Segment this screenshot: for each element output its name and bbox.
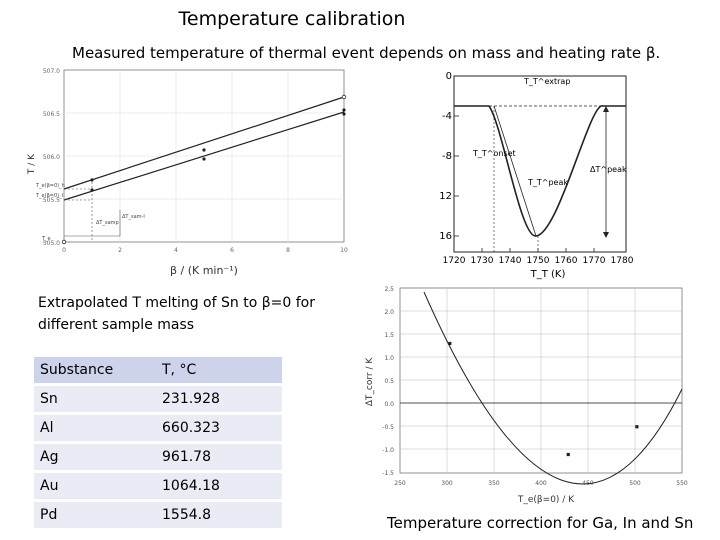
fig3-data-point [448,341,452,346]
extrapolated-text: Extrapolated T melting of Sn to β=0 for … [38,295,315,333]
fig3-y-tick-9: -1.5 [382,470,394,477]
fig1-y-label: T / K [27,153,37,175]
table-cell-temperature: 961.78 [156,444,282,470]
fig1-point [202,148,206,152]
fig1-x-tick-3: 4 [174,247,178,254]
fig3-data-point [635,425,639,429]
fig3-y-tick-7: -0.5 [382,424,394,431]
table-cell-temperature: 1064.18 [156,473,282,499]
table-header-substance: Substance [34,357,156,383]
fig3-y-tick-4: 1.0 [384,355,394,362]
fig1-y-tick-3: 506.0 [43,154,60,161]
fig1-x-tick-5: 8 [286,247,290,254]
fig1-open-point [341,94,347,100]
fig2-tangent-line [493,105,537,237]
table-cell-substance: Al [34,415,156,441]
fig2-label-onset: T_T^onset [472,149,516,158]
fig3-x-tick-6: 500 [629,480,641,487]
fig3-x-tick-3: 350 [488,480,500,487]
table-row: Au 1064.18 [34,473,282,499]
fig2-label-extrap: T_T^extrap [523,77,570,86]
figure-dsc-peak: 0 -4 -8 -12 -16 1720 1730 1740 1750 1760… [440,64,640,284]
fig2-y-tick-1: 0 [446,71,452,82]
fig2-x-tick-6: 1770 [583,256,606,266]
fig1-x-tick-2: 2 [118,247,122,254]
fig2-label-dt-peak: ΔT^peak [590,165,627,174]
fig2-x-tick-3: 1740 [499,256,522,266]
fig1-line-lower [63,111,345,201]
fig3-y-tick-2: 2.0 [384,309,394,316]
fig2-peak-curve [454,105,626,237]
fig2-x-tick-2: 1730 [471,256,494,266]
fig1-point [90,188,94,192]
fig3-y-label: ΔT_corr / K [365,357,375,407]
fig3-y-tick-3: 1.5 [384,332,394,339]
fig1-y-tick-1: 507.0 [43,68,60,75]
fig1-x-label: β / (K min⁻¹) [170,264,238,277]
fig1-point [342,108,346,112]
figure-temperature-correction: 2.5 2.0 1.5 1.0 0.5 0.0 -0.5 -1.0 -1.5 2… [352,282,692,510]
table-row: Ag 961.78 [34,444,282,470]
fig2-x-tick-4: 1750 [527,256,550,266]
fig1-point [90,178,94,182]
fig1-y-tick-2: 506.5 [43,111,60,118]
fig3-x-label: T_e(β=0) / K [517,495,575,505]
table-cell-substance: Au [34,473,156,499]
fig3-x-tick-2: 300 [441,480,453,487]
fig2-x-tick-7: 1780 [611,256,634,266]
fig3-x-tick-4: 400 [535,480,547,487]
fig2-label-peak: T_T^peak [527,178,568,187]
table-cell-substance: Sn [34,386,156,412]
figure-temperature-vs-heating-rate: 507.0 506.5 506.0 505.5 505.0 0 2 4 6 8 … [20,64,360,284]
fig3-y-tick-5: 0.5 [384,378,394,385]
table-row: Pd 1554.8 [34,502,282,528]
fig1-point [202,157,206,161]
fig1-x-tick-6: 10 [340,247,348,254]
fig1-line-upper [63,96,345,190]
fig2-y-tick-4: -12 [440,191,452,202]
slide-subtitle: Measured temperature of thermal event de… [72,44,661,62]
table-cell-temperature: 231.928 [156,386,282,412]
fig3-x-tick-7: 550 [676,480,688,487]
table-header-row: Substance T, °C [34,357,282,383]
fig2-y-tick-5: -16 [440,231,452,242]
table-cell-substance: Ag [34,444,156,470]
figure-caption: Temperature correction for Ga, In and Sn [387,514,694,532]
fig2-x-tick-1: 1720 [443,256,466,266]
table-cell-temperature: 660.323 [156,415,282,441]
fig3-fit-curve [423,291,683,485]
table-row: Al 660.323 [34,415,282,441]
fig1-annotation-2: ΔT_sam-l [122,214,145,220]
fig3-y-tick-6: 0.0 [384,401,394,408]
table-header-temperature: T, °C [156,357,282,383]
fig3-y-tick-8: -1.0 [382,447,394,454]
table-row: Sn 231.928 [34,386,282,412]
fig2-y-tick-2: -4 [442,111,452,122]
fig1-y-tick-5: 505.0 [43,240,60,247]
fig1-annotation-1: ΔT_samp [96,220,119,226]
fig1-y-tick-4: 505.5 [43,197,60,204]
fig1-side-label-2: T_e(β=0)_l [35,193,63,199]
fig3-y-tick-1: 2.5 [384,286,394,293]
fig2-x-tick-5: 1760 [555,256,578,266]
fig2-y-tick-3: -8 [442,151,452,162]
fig1-point [342,112,346,116]
table-cell-temperature: 1554.8 [156,502,282,528]
fig2-x-label: T_T (K) [530,269,566,280]
fig3-data-point [566,452,570,457]
fig1-x-tick-1: 0 [62,247,66,254]
fig1-side-label-1: T_e(β=0)_h [35,183,65,189]
fig1-side-label-3: T_e [41,236,51,242]
plot-frame [453,75,627,253]
melting-point-table: Substance T, °C Sn 231.928 Al 660.323 Ag… [34,354,282,531]
fig1-open-point [61,239,67,245]
fig1-x-tick-4: 6 [230,247,234,254]
slide-title: Temperature calibration [178,8,406,30]
fig3-x-tick-1: 250 [394,480,406,487]
table-cell-substance: Pd [34,502,156,528]
